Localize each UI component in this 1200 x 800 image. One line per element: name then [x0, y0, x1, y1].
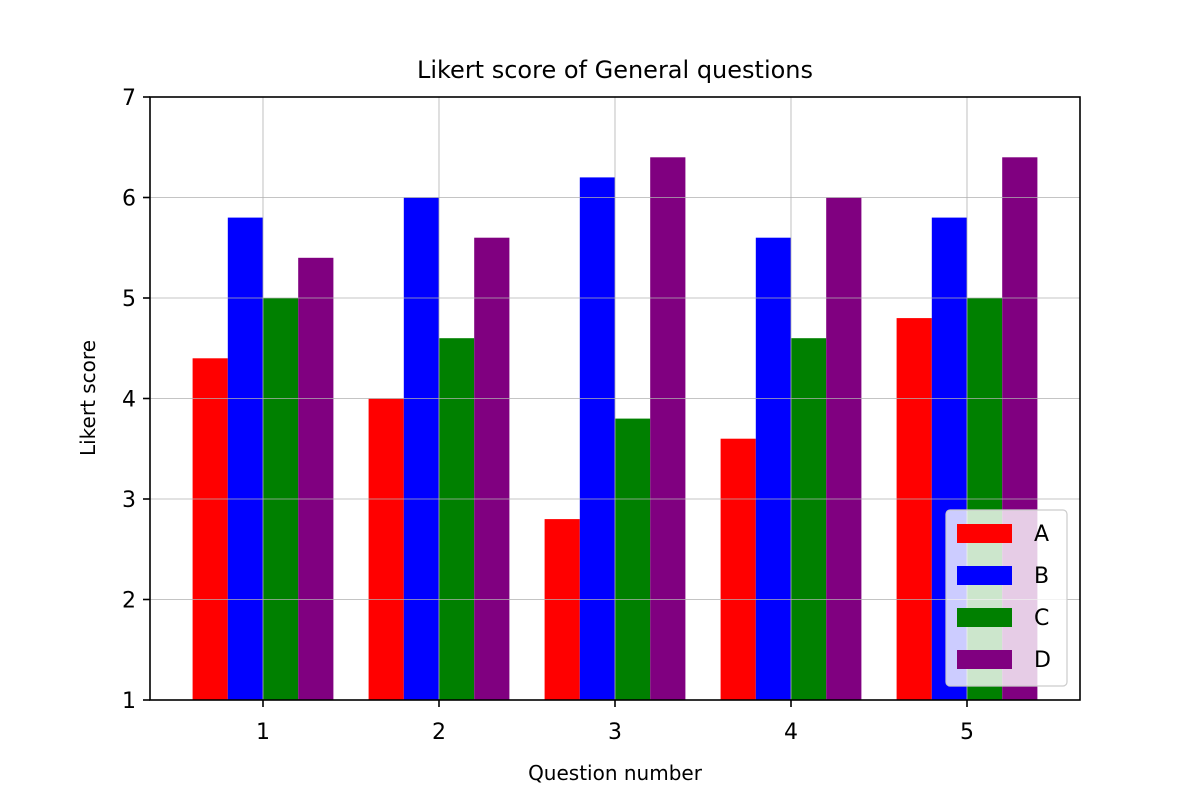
bar-C-q2 — [439, 338, 475, 700]
axes: 1 2 3 4 5 6 7 1 2 3 4 5 — [122, 86, 1081, 745]
bar-B-q3 — [579, 177, 615, 700]
x-tick-label: 4 — [784, 720, 798, 745]
x-axis-label: Question number — [528, 761, 703, 785]
bar-B-q4 — [755, 237, 791, 700]
legend-label-B: B — [1034, 564, 1049, 589]
y-tick-label: 5 — [122, 287, 136, 312]
y-tick-label: 3 — [122, 488, 136, 513]
bar-D-q1 — [298, 257, 334, 700]
legend-box — [945, 509, 1068, 687]
bar-C-q4 — [791, 338, 827, 700]
y-tick-label: 2 — [122, 589, 136, 614]
legend-label-A: A — [1034, 522, 1049, 547]
legend-swatch-A — [957, 524, 1012, 543]
bar-B-q2 — [403, 197, 439, 700]
legend-swatch-D — [957, 650, 1012, 669]
bar-A-q3 — [544, 519, 580, 700]
y-tick-label: 7 — [122, 86, 136, 111]
bar-A-q2 — [368, 398, 404, 700]
grid-lines — [150, 97, 1080, 700]
y-axis-label: Likert score — [76, 340, 100, 456]
x-tick-label: 5 — [960, 720, 974, 745]
bar-B-q1 — [227, 217, 263, 700]
legend-label-C: C — [1034, 606, 1049, 631]
legend-swatch-B — [957, 566, 1012, 585]
bar-D-q4 — [826, 197, 862, 700]
y-tick-label: 1 — [122, 689, 136, 714]
y-tick-label: 4 — [122, 388, 136, 413]
bar-D-q2 — [474, 237, 510, 700]
legend-label-D: D — [1034, 648, 1051, 673]
x-tick-label: 1 — [256, 720, 270, 745]
bar-A-q4 — [720, 438, 756, 700]
x-tick-label: 3 — [608, 720, 622, 745]
x-tick-label: 2 — [432, 720, 446, 745]
bar-C-q3 — [615, 418, 651, 700]
chart-title: Likert score of General questions — [417, 56, 813, 84]
bar-A-q5 — [896, 318, 932, 700]
y-tick-label: 6 — [122, 187, 136, 212]
bar-A-q1 — [192, 358, 228, 700]
legend-swatch-C — [957, 608, 1012, 627]
bar-D-q3 — [650, 157, 686, 701]
